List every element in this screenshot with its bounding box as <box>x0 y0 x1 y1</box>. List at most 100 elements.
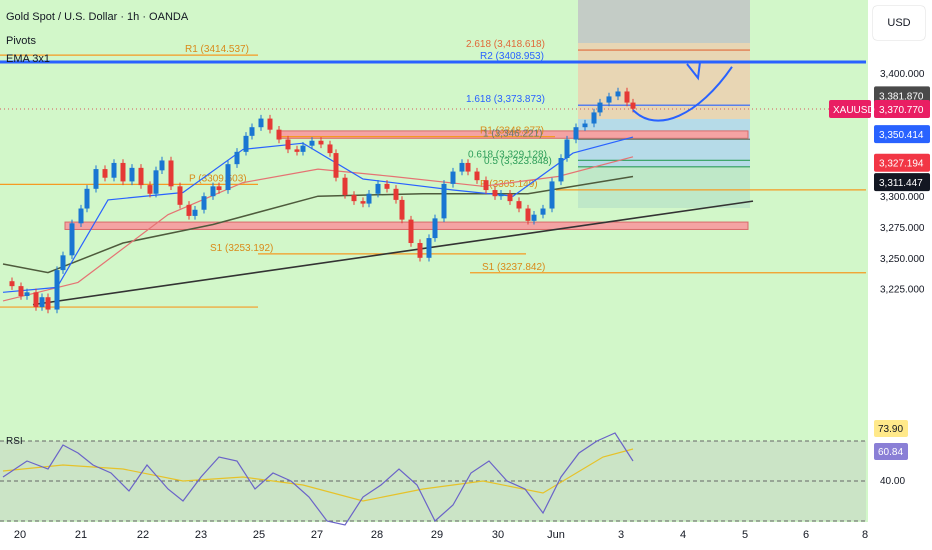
candle-body <box>591 112 597 124</box>
candle-body <box>399 199 405 220</box>
candle-body <box>558 158 564 182</box>
candle-body <box>432 218 438 239</box>
price-label-box <box>874 153 930 172</box>
candle-body <box>24 292 30 296</box>
candle-body <box>525 208 531 221</box>
candle-body <box>450 171 456 184</box>
candle-body <box>138 167 144 186</box>
price-label-box <box>874 100 930 119</box>
candle-body <box>294 149 300 152</box>
y-tick-label: 3,300.000 <box>880 192 925 203</box>
candle-body <box>408 219 414 244</box>
candle-body <box>375 183 381 194</box>
candle-body <box>465 162 471 172</box>
pivots-indicator-label[interactable]: Pivots <box>6 35 36 47</box>
price-label-box <box>874 125 930 144</box>
candle-body <box>492 190 498 197</box>
candle-body <box>309 140 315 146</box>
candle-body <box>9 281 15 287</box>
price-label-box <box>874 86 930 105</box>
candle-body <box>474 171 480 181</box>
candle-body <box>300 145 306 152</box>
rsi-ma-line <box>2 448 634 502</box>
price-label: 3,327.194 <box>879 159 924 170</box>
price-label: 3,350.414 <box>879 130 924 141</box>
level-label: R2 (3408.953) <box>480 51 544 62</box>
candle-body <box>33 292 39 308</box>
x-tick-label: 20 <box>14 529 26 541</box>
level-label: R1 (3348.377) <box>480 126 544 137</box>
candle-body <box>516 201 522 209</box>
ema-indicator-label[interactable]: EMA 3x1 <box>6 53 51 65</box>
candle-body <box>564 139 570 159</box>
candle-body <box>45 297 51 310</box>
candle-body <box>540 208 546 215</box>
x-tick-label: 29 <box>431 529 443 541</box>
candle-body <box>177 186 183 205</box>
x-tick-label: 28 <box>371 529 383 541</box>
x-tick-label: 23 <box>195 529 207 541</box>
price-label-box <box>874 173 930 192</box>
candle-body <box>441 183 447 219</box>
candle-body <box>360 201 366 204</box>
rsi-tick-label: 40.00 <box>880 476 905 487</box>
candle-body <box>147 185 153 194</box>
candle-body <box>201 196 207 210</box>
level-label: P (3309.603) <box>189 173 247 184</box>
level-label: 2.618 (3,418.618) <box>466 39 545 50</box>
level-label: R1 (3414.537) <box>185 44 249 55</box>
candle-body <box>417 243 423 258</box>
candle-body <box>225 164 231 191</box>
rsi-ma-value: 73.90 <box>878 424 903 435</box>
rsi-value-box <box>874 443 908 460</box>
level-label: S1 (3253.192) <box>210 243 273 254</box>
fib-zone-lower <box>578 167 750 208</box>
x-tick-label: 8 <box>862 529 868 541</box>
level-label: P (3305.149) <box>480 179 538 190</box>
currency-button[interactable]: USD <box>873 6 925 40</box>
rsi-ma-value-box <box>874 420 908 437</box>
candle-body <box>120 162 126 182</box>
candle-body <box>342 177 348 195</box>
level-label: 1.618 (3,373.873) <box>466 94 545 105</box>
fib-zone-upper <box>578 43 750 119</box>
x-tick-label: 6 <box>803 529 809 541</box>
candle-body <box>234 151 240 165</box>
candle-body <box>258 118 264 128</box>
x-tick-label: 4 <box>680 529 686 541</box>
candle-body <box>582 123 588 128</box>
candle-body <box>69 223 75 256</box>
ema-slow-line <box>2 175 634 274</box>
candle-body <box>276 129 282 140</box>
candle-body <box>531 214 537 221</box>
rsi-value: 60.84 <box>878 447 903 458</box>
candle-body <box>129 167 135 182</box>
candle-body <box>366 193 372 204</box>
time-axis-background <box>0 522 868 550</box>
projection-box-top <box>578 0 750 43</box>
supply-demand-zone <box>64 221 749 230</box>
y-tick-label: 3,250.000 <box>880 254 925 265</box>
y-tick-label: 3,275.000 <box>880 223 925 234</box>
x-tick-label: 21 <box>75 529 87 541</box>
candle-body <box>243 135 249 152</box>
candle-body <box>54 270 60 310</box>
chart-title: Gold Spot / U.S. Dollar · 1h · OANDA <box>6 11 189 23</box>
candle-body <box>78 208 84 224</box>
candle-body <box>615 91 621 97</box>
candle-body <box>384 183 390 189</box>
x-tick-label: 25 <box>253 529 265 541</box>
candle-body <box>111 162 117 178</box>
projection-curve <box>632 66 733 122</box>
candle-body <box>102 169 108 178</box>
candle-body <box>393 188 399 200</box>
level-label: S1 (3237.842) <box>482 262 545 273</box>
candle-body <box>39 297 45 308</box>
level-label: 0.618 (3,329.128) <box>468 149 547 160</box>
y-tick-label: 3,225.000 <box>880 285 925 296</box>
price-label: 3,370.770 <box>879 105 924 116</box>
candle-body <box>597 102 603 113</box>
candle-body <box>630 102 636 109</box>
